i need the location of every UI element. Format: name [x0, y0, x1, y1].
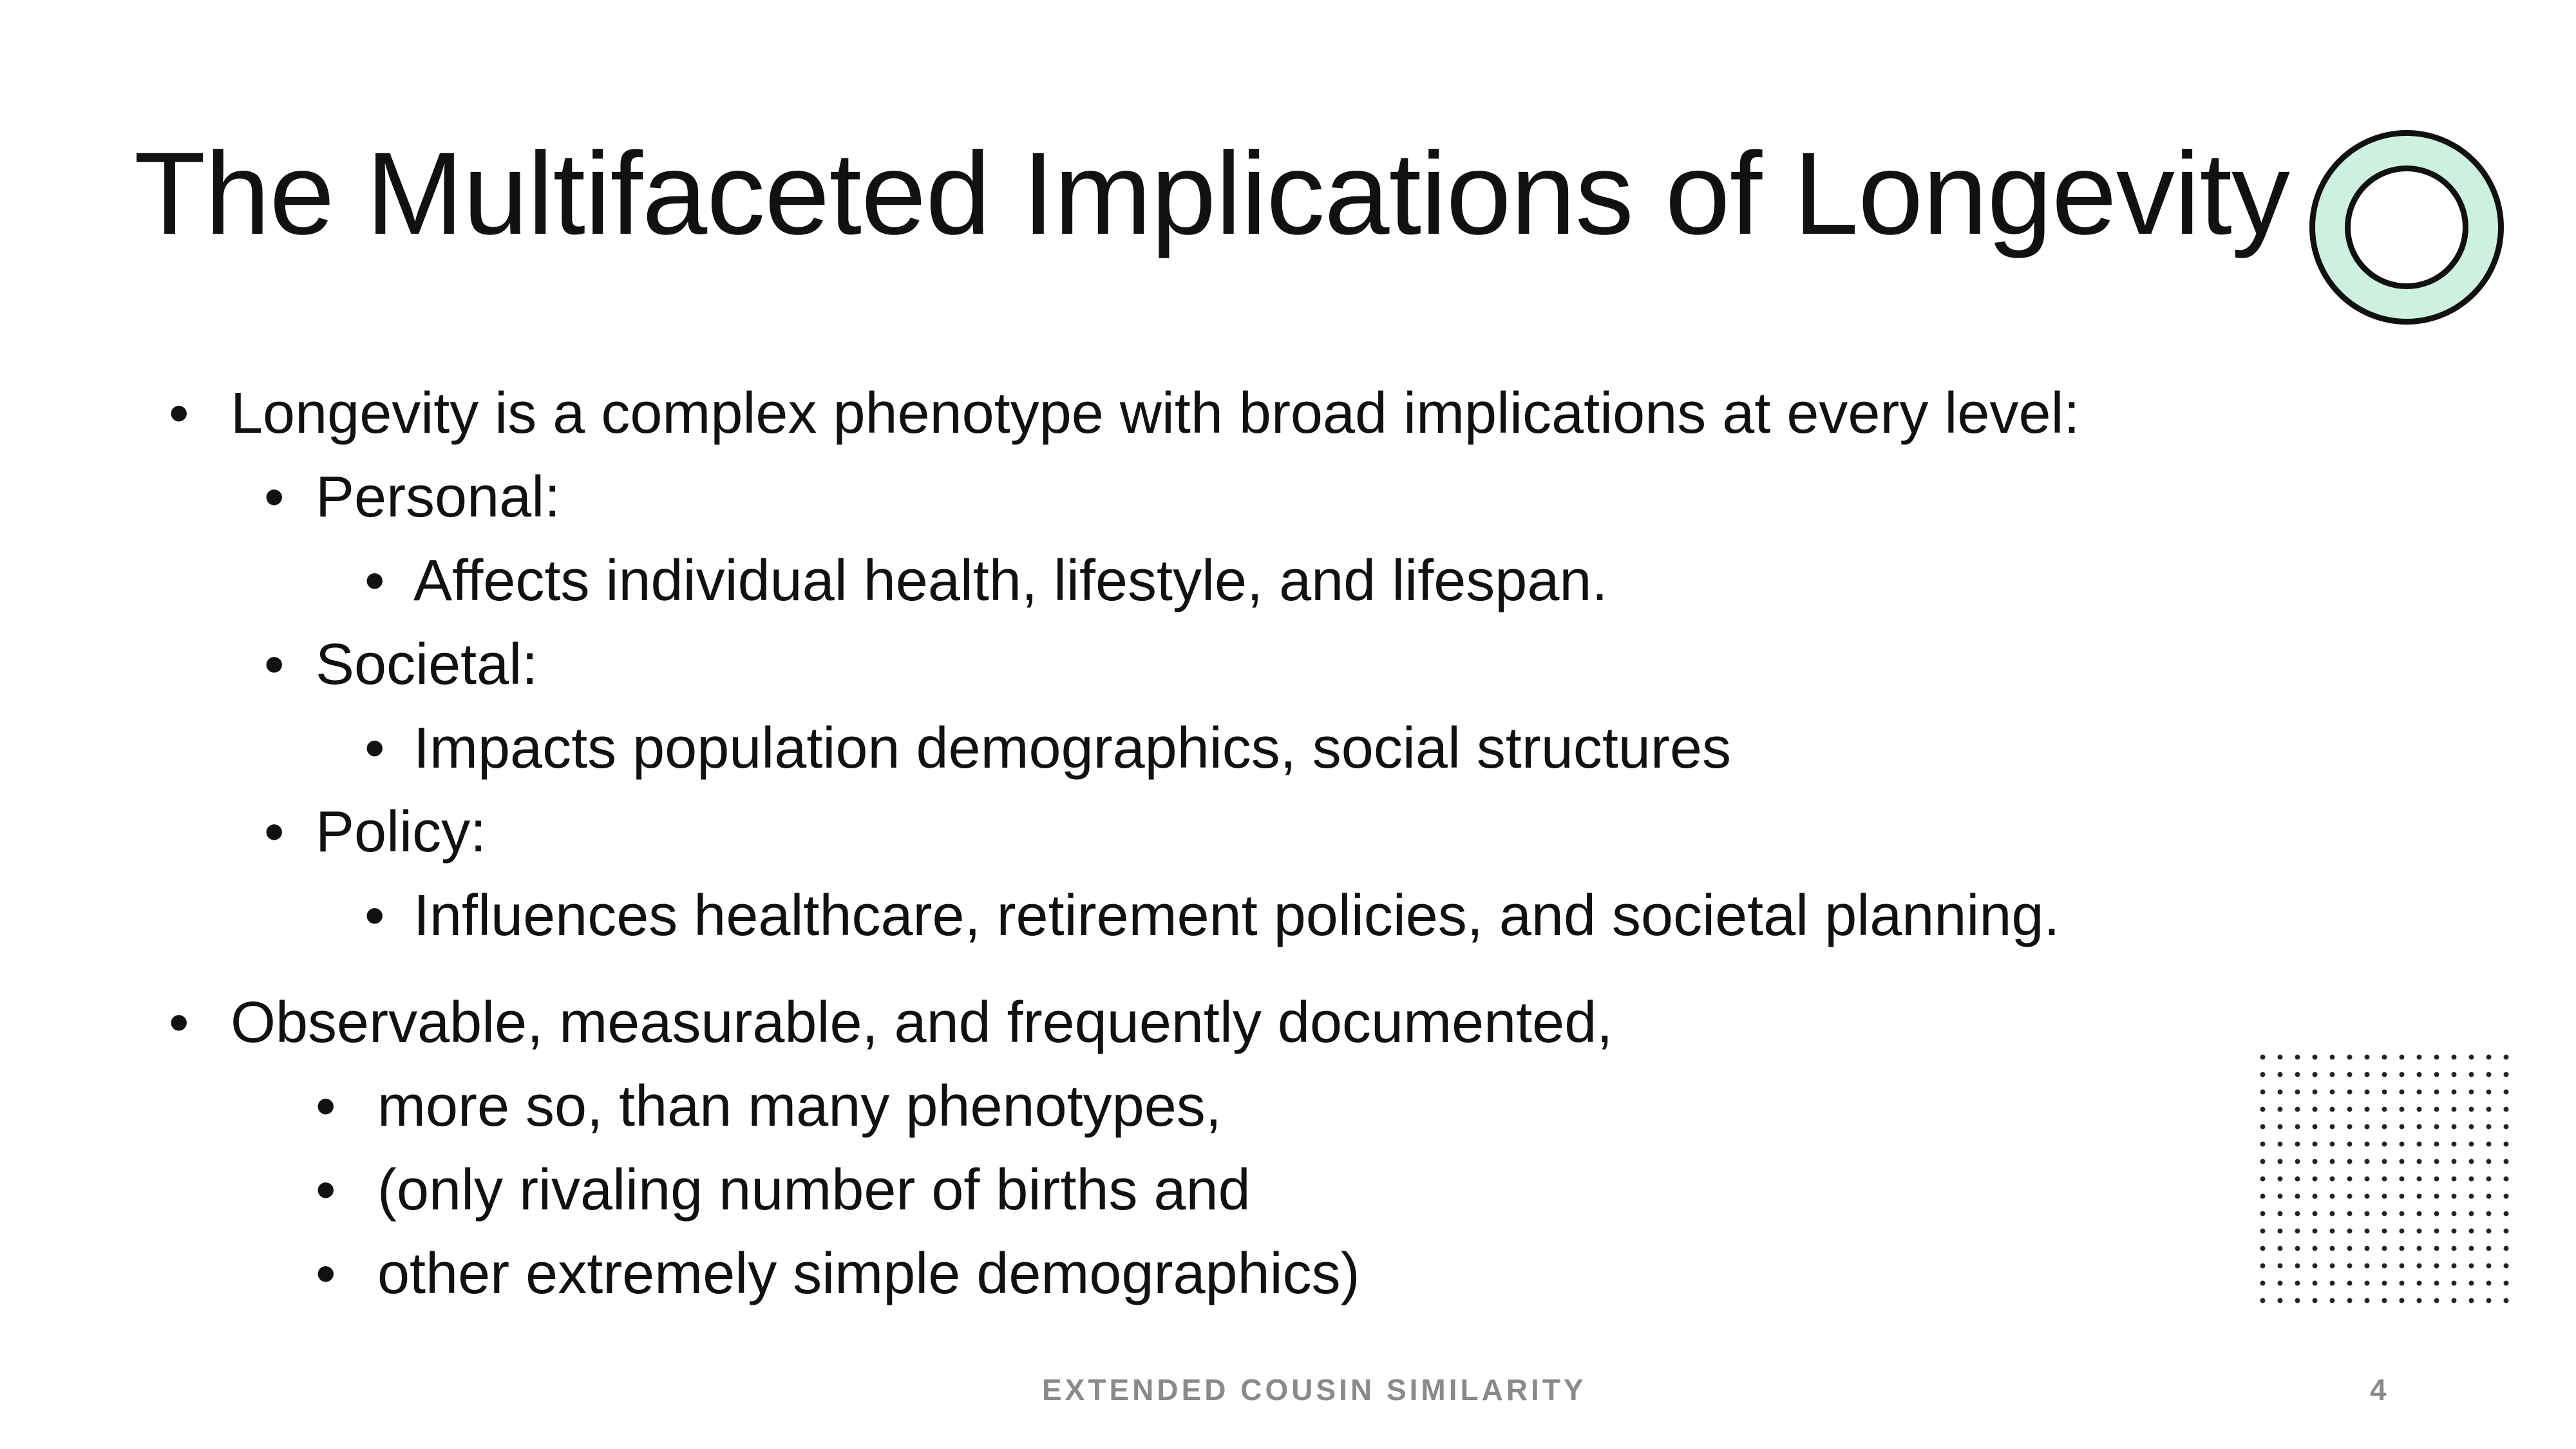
- bullet-marker: •: [264, 465, 285, 529]
- bullet-item: Influences healthcare, retirement polici…: [413, 884, 2060, 948]
- bullet-marker: •: [365, 549, 385, 613]
- bullet-item: Observable, measurable, and frequently d…: [231, 990, 1613, 1055]
- bullet-marker: •: [365, 716, 385, 781]
- bullet-item: Personal:: [316, 465, 561, 529]
- bullet-item: more so, than many phenotypes,: [377, 1074, 1222, 1139]
- ring-decoration-icon: [2309, 130, 2504, 325]
- bullet-marker: •: [264, 800, 285, 864]
- footer-title: EXTENDED COUSIN SIMILARITY: [1042, 1373, 1587, 1406]
- bullet-item: Societal:: [316, 632, 538, 697]
- dot-grid-decoration: [2254, 1048, 2509, 1306]
- page-number: 4: [2370, 1373, 2387, 1406]
- bullet-marker: •: [316, 1074, 336, 1139]
- bullet-marker: •: [169, 990, 189, 1055]
- slide-title: The Multifaceted Implications of Longevi…: [134, 128, 2290, 259]
- bullet-item: Affects individual health, lifestyle, an…: [413, 549, 1608, 613]
- bullet-marker: •: [316, 1242, 336, 1306]
- bullet-item: Longevity is a complex phenotype with br…: [231, 381, 2080, 446]
- bullet-marker: •: [264, 632, 285, 697]
- bullet-item: other extremely simple demographics): [377, 1242, 1360, 1306]
- bullet-marker: •: [169, 381, 189, 446]
- bullet-marker: •: [316, 1158, 336, 1222]
- ring-inner-circle: [2345, 166, 2468, 289]
- bullet-item: Impacts population demographics, social …: [413, 716, 1732, 781]
- bullet-marker: •: [365, 884, 385, 948]
- bullet-item: Policy:: [316, 800, 487, 864]
- bullet-item: (only rivaling number of births and: [377, 1158, 1251, 1222]
